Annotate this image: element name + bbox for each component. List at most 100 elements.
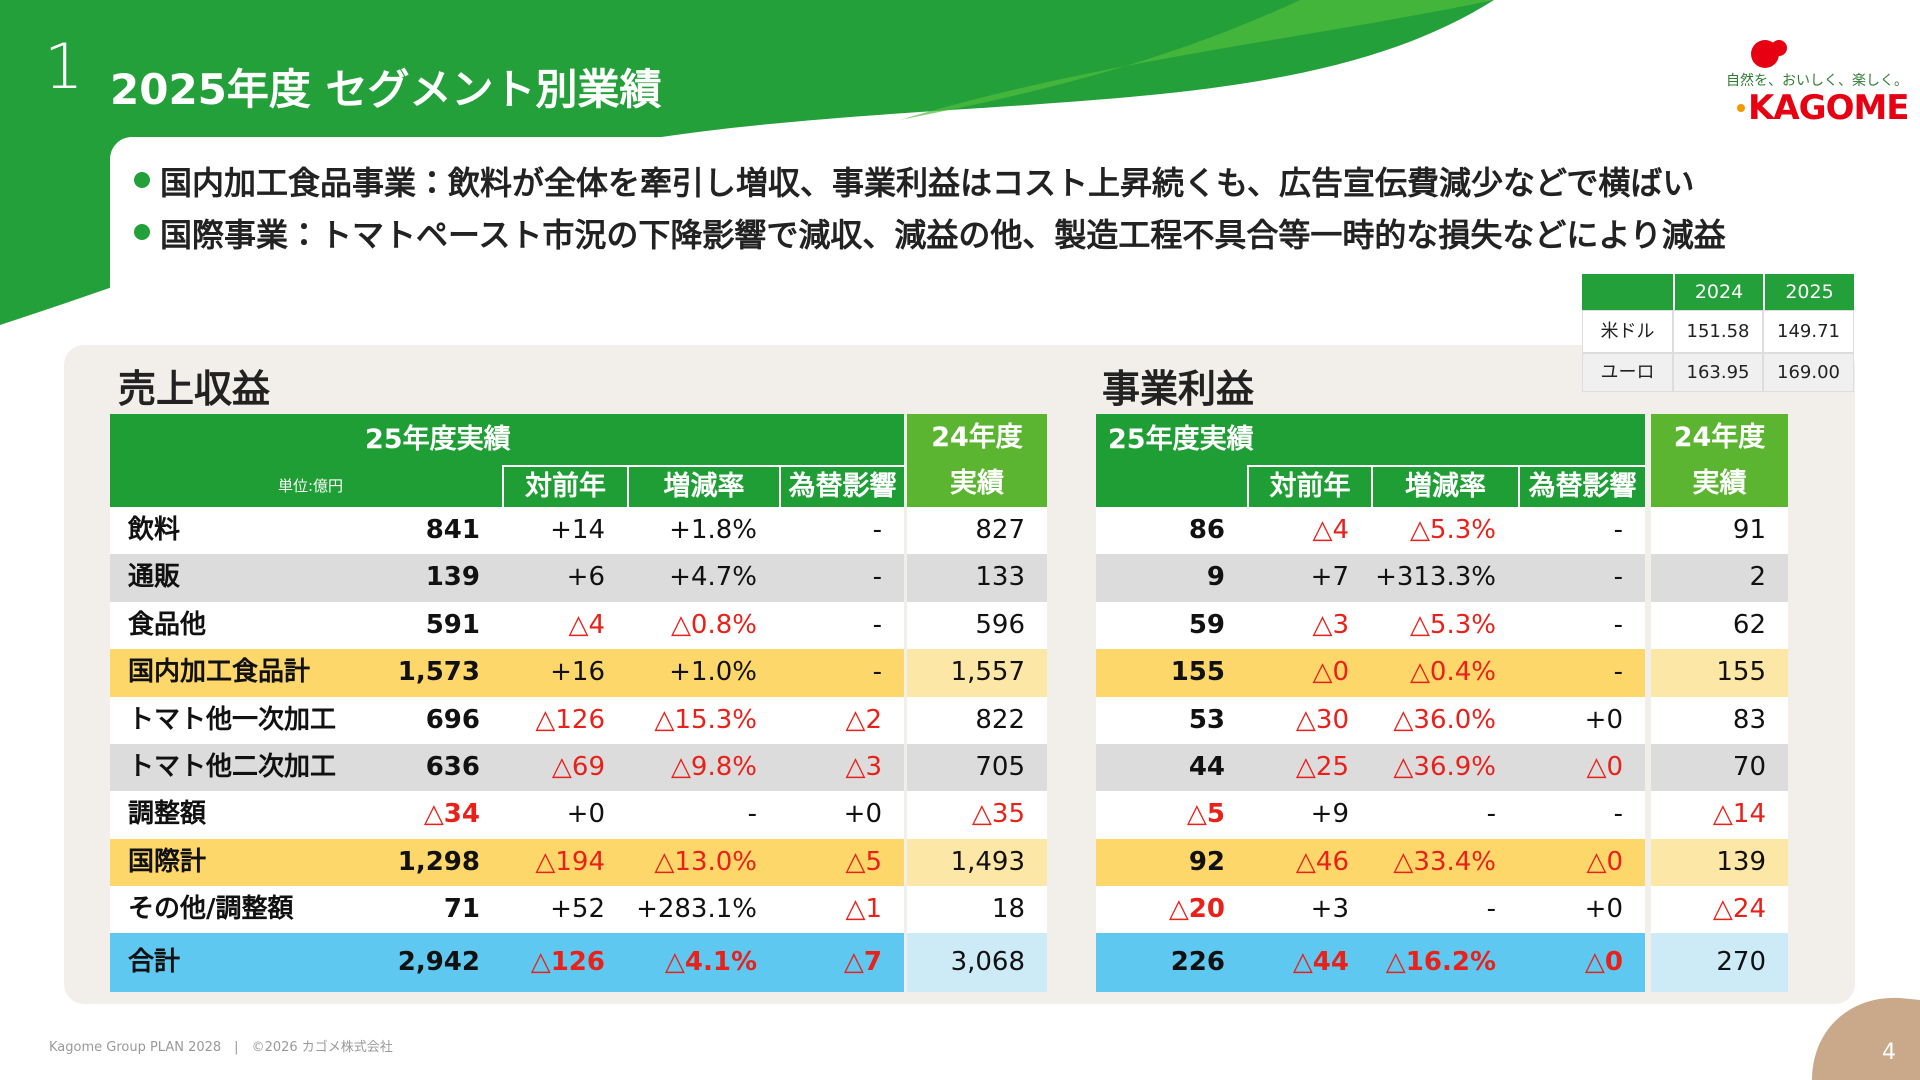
cell: △0 — [1586, 846, 1623, 877]
cell: +4.7% — [669, 562, 757, 593]
row-bg — [1651, 886, 1788, 934]
cell: - — [747, 799, 757, 830]
cell: 822 — [975, 704, 1025, 735]
cell: △16.2% — [1385, 947, 1496, 977]
cell: △0 — [1584, 947, 1623, 977]
row-bg — [907, 554, 1047, 602]
prev-header: 実績 — [1692, 468, 1747, 499]
cell: △194 — [535, 846, 605, 877]
cell: △9.8% — [670, 752, 757, 782]
row-bg — [110, 791, 904, 839]
cell: △3 — [845, 752, 882, 782]
row-bg — [1651, 933, 1788, 992]
cell: - — [1613, 609, 1623, 640]
row-label: トマト他二次加工 — [128, 752, 337, 782]
sub-header: 為替影響 — [779, 465, 904, 507]
cell: - — [872, 562, 882, 593]
cell: +16 — [550, 657, 605, 688]
cell: △5 — [845, 846, 882, 877]
cell: △34 — [423, 799, 480, 830]
row-bg — [110, 507, 904, 555]
cell: △126 — [530, 947, 605, 977]
fx-header — [1582, 274, 1854, 310]
cell: 596 — [975, 609, 1025, 640]
cell: - — [1613, 515, 1623, 545]
cell: △4 — [568, 609, 605, 640]
cell: △14 — [1712, 799, 1766, 830]
row-label: 国内加工食品計 — [128, 657, 311, 688]
row-bg — [1096, 791, 1645, 839]
row-bg — [1651, 649, 1788, 697]
row-label: 合計 — [128, 947, 181, 977]
row-bg — [1651, 696, 1788, 744]
cell: △5.3% — [1409, 515, 1496, 545]
row-bg — [1651, 791, 1788, 839]
prev-header: 24年度 — [931, 422, 1023, 453]
row-bg — [907, 838, 1047, 887]
cell: 226 — [1170, 947, 1225, 977]
prev-header-bg — [907, 414, 1047, 507]
cell: 827 — [975, 515, 1025, 545]
footer: Kagome Group PLAN 2028 | ©2026 カゴメ株式会社 — [49, 1040, 393, 1055]
cell: 705 — [975, 752, 1025, 782]
row-bg — [1096, 696, 1645, 744]
row-bg — [907, 601, 1047, 650]
cell: 2,942 — [397, 947, 480, 977]
row-bg — [907, 507, 1047, 555]
row-bg — [1096, 507, 1645, 555]
fx-col-header: 2024 — [1673, 274, 1763, 310]
cell: 591 — [425, 609, 480, 640]
cell: 1,493 — [950, 846, 1025, 877]
cell: 696 — [425, 704, 480, 735]
row-bg — [1651, 554, 1788, 602]
logo-name: KAGOME — [1748, 88, 1910, 128]
cell: 62 — [1732, 609, 1766, 640]
row-bg — [1096, 933, 1645, 992]
row-label: 食品他 — [128, 609, 207, 640]
row-label: 調整額 — [128, 799, 207, 830]
cell: 636 — [425, 752, 480, 782]
fx-cell: 169.00 — [1763, 353, 1854, 392]
table-header — [110, 414, 904, 507]
row-bg — [1096, 649, 1645, 697]
row-bg — [110, 696, 904, 744]
cell: +0 — [1584, 704, 1623, 735]
cell: +1.8% — [669, 515, 757, 545]
row-label: 通販 — [128, 562, 181, 593]
row-bg — [907, 933, 1047, 992]
row-bg — [110, 744, 904, 792]
row-bg — [907, 696, 1047, 744]
row-bg — [110, 601, 904, 650]
cell: +3 — [1310, 894, 1349, 925]
cell: 83 — [1732, 704, 1766, 735]
bullet: 国内加工食品事業：飲料が全体を牽引し増収、事業利益はコスト上昇続くも、広告宣伝費… — [160, 164, 1695, 202]
cell: +6 — [566, 562, 605, 593]
fx-cell: 米ドル — [1582, 310, 1673, 353]
cell: - — [872, 609, 882, 640]
cell: 59 — [1188, 609, 1225, 640]
cell: +9 — [1310, 799, 1349, 830]
cell: 155 — [1170, 657, 1225, 688]
row-bg — [1096, 886, 1645, 934]
cell: △46 — [1295, 846, 1349, 877]
cell: - — [1613, 799, 1623, 830]
cell: △126 — [535, 704, 605, 735]
cell: - — [1486, 799, 1496, 830]
cell: △3 — [1312, 609, 1349, 640]
cell: 841 — [425, 515, 480, 545]
cell: △4 — [1312, 515, 1349, 545]
prev-header: 実績 — [950, 468, 1004, 499]
cell: 1,557 — [950, 657, 1025, 688]
row-label: 飲料 — [128, 515, 181, 545]
cell: +14 — [550, 515, 605, 545]
section-number: 1 — [44, 30, 84, 103]
row-bg — [1096, 554, 1645, 602]
row-bg — [1096, 838, 1645, 887]
bullet-dot — [134, 172, 150, 188]
cell: △4.1% — [664, 947, 757, 977]
fx-cell: ユーロ — [1582, 353, 1673, 392]
slide-title: 2025年度 セグメント別業績 — [110, 65, 662, 114]
cell: △35 — [971, 799, 1025, 830]
cell: △13.0% — [654, 846, 757, 877]
row-bg — [907, 886, 1047, 934]
